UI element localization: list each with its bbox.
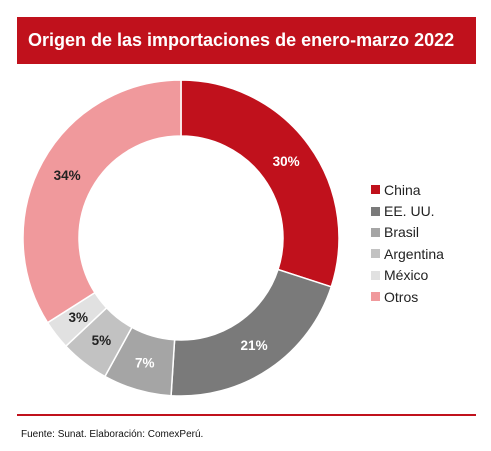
legend-label: EE. UU. [384,203,435,220]
legend-swatch [371,206,380,216]
slice-ee-uu [170,268,333,397]
legend-label: China [384,181,421,198]
chart-legend: China EE. UU. Brasil Argentina México Otros [371,179,444,307]
legend-swatch [371,292,380,302]
slice-china [180,79,340,288]
legend-item: México [371,265,444,286]
chart-title: Origen de las importaciones de enero-mar… [28,30,455,50]
legend-swatch [371,227,380,237]
legend-swatch [371,249,380,259]
slice-value-label: 7% [135,355,155,370]
slice-value-label: 30% [273,154,300,169]
legend-item: Brasil [371,222,444,243]
legend-item: EE. UU. [371,200,444,221]
legend-label: Argentina [384,245,444,262]
footer-divider [17,414,476,416]
legend-swatch [371,185,380,195]
legend-item: Otros [371,286,444,307]
legend-label: Otros [384,288,419,305]
legend-swatch [371,270,380,280]
source-note: Fuente: Sunat. Elaboración: ComexPerú. [21,429,204,440]
legend-item: China [371,179,444,200]
slice-value-label: 34% [54,168,81,183]
slice-value-label: 5% [92,333,112,348]
slice-value-label: 21% [241,338,268,353]
legend-label: Brasil [384,224,420,241]
slice-otros [22,79,182,324]
slice-value-label: 3% [69,310,89,325]
title-bar: Origen de las importaciones de enero-mar… [17,17,476,64]
legend-label: México [384,267,429,284]
legend-item: Argentina [371,243,444,264]
